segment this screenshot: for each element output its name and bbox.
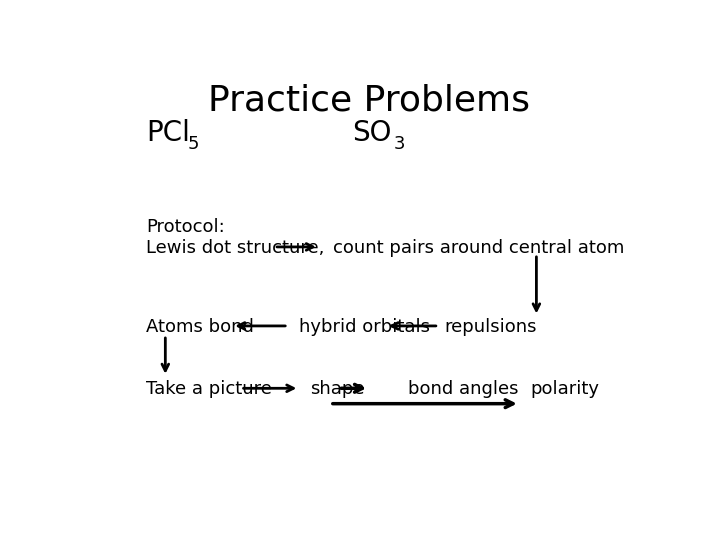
Text: PCl: PCl	[145, 119, 189, 147]
Text: bond angles: bond angles	[408, 380, 518, 398]
Text: 3: 3	[394, 135, 405, 153]
Text: Atoms bond: Atoms bond	[145, 318, 253, 336]
Text: Lewis dot structure,: Lewis dot structure,	[145, 239, 324, 256]
Text: Take a picture: Take a picture	[145, 380, 271, 398]
Text: count pairs around central atom: count pairs around central atom	[333, 239, 624, 256]
Text: repulsions: repulsions	[444, 318, 537, 336]
Text: 5: 5	[188, 135, 199, 153]
Text: polarity: polarity	[531, 380, 600, 398]
Text: Protocol:: Protocol:	[145, 218, 225, 236]
Text: Practice Problems: Practice Problems	[208, 84, 530, 118]
Text: SO: SO	[352, 119, 392, 147]
Text: hybrid orbitals: hybrid orbitals	[300, 318, 431, 336]
Text: shape: shape	[310, 380, 365, 398]
